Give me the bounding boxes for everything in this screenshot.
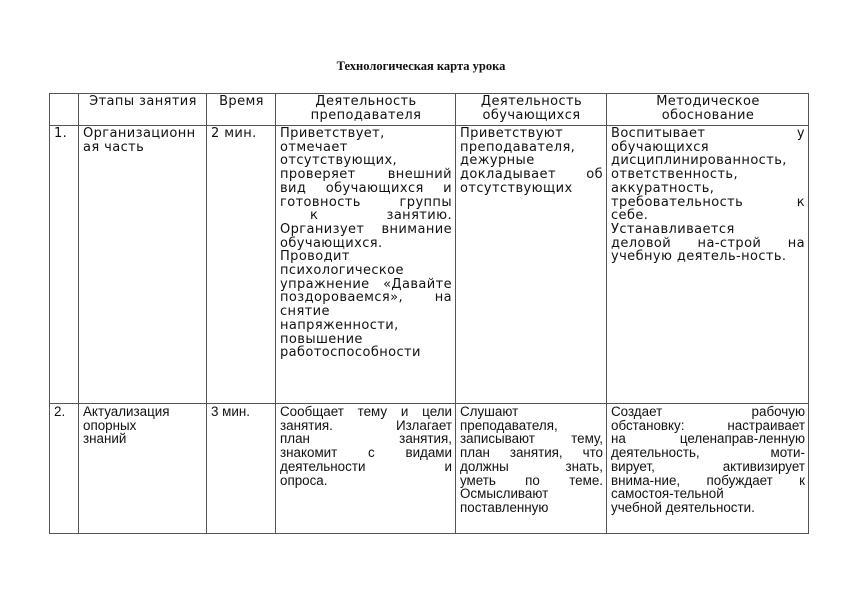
cell-text-line: обучающихся <box>611 139 710 155</box>
cell-text-line: обстановку: настраивает <box>611 417 805 433</box>
cell-text-line: психологическое <box>280 263 404 279</box>
header-student-activity: Деятельность обучающихся <box>455 93 607 126</box>
cell-text-line: должны знать, <box>460 458 603 474</box>
cell-text-line: 1. <box>54 126 68 141</box>
cell-stage: Организационн ая часть <box>78 125 207 404</box>
cell-text-line: аккуратность, <box>611 180 715 196</box>
cell-text-line: знакомит с видами <box>280 445 452 461</box>
cell-text-line: поздороваемся», на <box>280 290 452 306</box>
cell-text-line: учебной деятельности. <box>611 499 755 515</box>
header-text: Время <box>219 94 264 109</box>
cell-text-line: 2 мин. <box>211 126 257 141</box>
cell-text-line: Организационн <box>83 126 196 141</box>
header-time: Время <box>206 93 276 126</box>
cell-text-line: снятие <box>280 304 330 320</box>
cell-teacher-activity: Сообщает тему и цели занятия. Излагает пла… <box>275 403 456 534</box>
header-text: Деятельность <box>315 94 417 109</box>
cell-text-line: докладывает об <box>460 167 603 183</box>
cell-text-line: напряженности, <box>280 317 399 333</box>
header-text: Методическое <box>656 94 760 109</box>
cell-text-line: деловой на-строй на <box>611 235 805 251</box>
table-row: 1. Организационн ая часть 2 мин. Приветствуе… <box>49 125 809 404</box>
cell-text-line: Слушают <box>460 404 519 419</box>
cell-text-line: готовность группы <box>280 194 452 210</box>
cell-text-line: дисциплинированность, <box>611 153 787 169</box>
cell-text-line: упражнение «Давайте <box>280 276 452 292</box>
document-title: Технологическая карта урока <box>336 59 506 73</box>
cell-student-activity: Слушают преподавателя, записывают тему, пла… <box>455 403 607 534</box>
cell-text-line: внима-ние, побуждает к <box>611 472 805 488</box>
cell-text-line: отмечает <box>280 139 348 155</box>
cell-text-line: деятельности и <box>280 458 452 474</box>
header-stage: Этапы занятия <box>78 93 207 126</box>
cell-text-line: ая часть <box>83 139 145 155</box>
cell-text-line: преподавателя, <box>460 417 558 433</box>
cell-text-line: поставленную <box>460 499 549 515</box>
cell-text-line: себе. <box>611 208 649 224</box>
cell-methodical-rationale: Создает рабочую обстановку: настраивает на… <box>606 403 809 534</box>
cell-text-line: Актуализация <box>83 404 170 419</box>
cell-text-line: ответственность, <box>611 167 739 183</box>
cell-text-line: занятия. Излагает <box>280 417 452 433</box>
cell-text-line: Воспитывает у <box>611 126 805 141</box>
cell-text-line: отсутствующих <box>460 180 573 196</box>
table-row: 2. Актуализация опорных знаний 3 мин. Сообщае… <box>49 403 809 534</box>
cell-text-line: самостоя-тельной <box>611 486 724 502</box>
lesson-plan-table: Этапы занятия Время Деятельность преподават… <box>49 93 809 534</box>
cell-text-line: Сообщает тему и цели <box>280 404 452 419</box>
cell-text-line: Проводит <box>280 249 350 265</box>
cell-text-line: опроса. <box>280 472 328 488</box>
cell-text-line: учебную деятель-ность. <box>611 249 787 265</box>
cell-teacher-activity: Приветствует, отмечает отсутствующих, прове… <box>275 125 456 404</box>
cell-text-line: уметь по теме. <box>460 472 603 488</box>
table-header-row: Этапы занятия Время Деятельность преподават… <box>49 93 809 126</box>
cell-number: 2. <box>49 403 79 534</box>
header-methodical-rationale: Методическое обоснование <box>606 93 809 126</box>
cell-text-line: на целенаправ-ленную <box>611 431 805 447</box>
cell-number: 1. <box>49 125 79 404</box>
cell-text-line: обучающихся. <box>280 235 383 251</box>
cell-time: 3 мин. <box>206 403 276 534</box>
cell-text-line: требовательность к <box>611 194 805 210</box>
cell-text-line: план занятия, <box>280 431 452 447</box>
cell-text-line: деятельность, моти- <box>611 445 805 461</box>
cell-text-line: знаний <box>83 431 127 447</box>
cell-text-line: Организует внимание <box>280 221 452 237</box>
header-number <box>49 93 79 126</box>
header-text: преподавателя <box>310 107 422 123</box>
header-text: Этапы занятия <box>89 94 197 109</box>
cell-text-line: дежурные <box>460 153 535 169</box>
cell-methodical-rationale: Воспитывает у обучающихся дисциплинированн… <box>606 125 809 404</box>
cell-stage: Актуализация опорных знаний <box>78 403 207 534</box>
cell-text-line: вирует, активизирует <box>611 458 805 474</box>
header-text: обоснование <box>661 107 755 123</box>
cell-text-line: к занятию. <box>310 208 452 224</box>
cell-text-line: преподавателя, <box>460 139 576 155</box>
cell-text-line: опорных <box>83 417 137 433</box>
cell-text-line: Осмысливают <box>460 486 549 502</box>
cell-text-line: Приветствует, <box>280 126 385 141</box>
cell-text-line: отсутствующих, <box>280 153 398 169</box>
cell-text-line: записывают тему, <box>460 431 603 447</box>
header-text: обучающихся <box>482 107 581 123</box>
cell-text-line: вид обучающихся и <box>280 180 452 196</box>
cell-text-line: 2. <box>54 404 66 419</box>
cell-text-line: повышение <box>280 331 363 347</box>
cell-text-line: Создает рабочую <box>611 404 805 419</box>
cell-text-line: Приветствуют <box>460 126 564 141</box>
cell-time: 2 мин. <box>206 125 276 404</box>
cell-text-line: Устанавливается <box>611 221 735 237</box>
header-teacher-activity: Деятельность преподавателя <box>275 93 456 126</box>
header-text: Деятельность <box>480 94 583 109</box>
cell-text-line: работоспособности <box>280 345 421 361</box>
cell-text-line: 3 мин. <box>211 404 250 419</box>
cell-student-activity: Приветствуют преподавателя, дежурные доклад… <box>455 125 607 404</box>
cell-text-line: план занятия, что <box>460 445 603 461</box>
cell-text-line: проверяет внешний <box>280 167 452 183</box>
